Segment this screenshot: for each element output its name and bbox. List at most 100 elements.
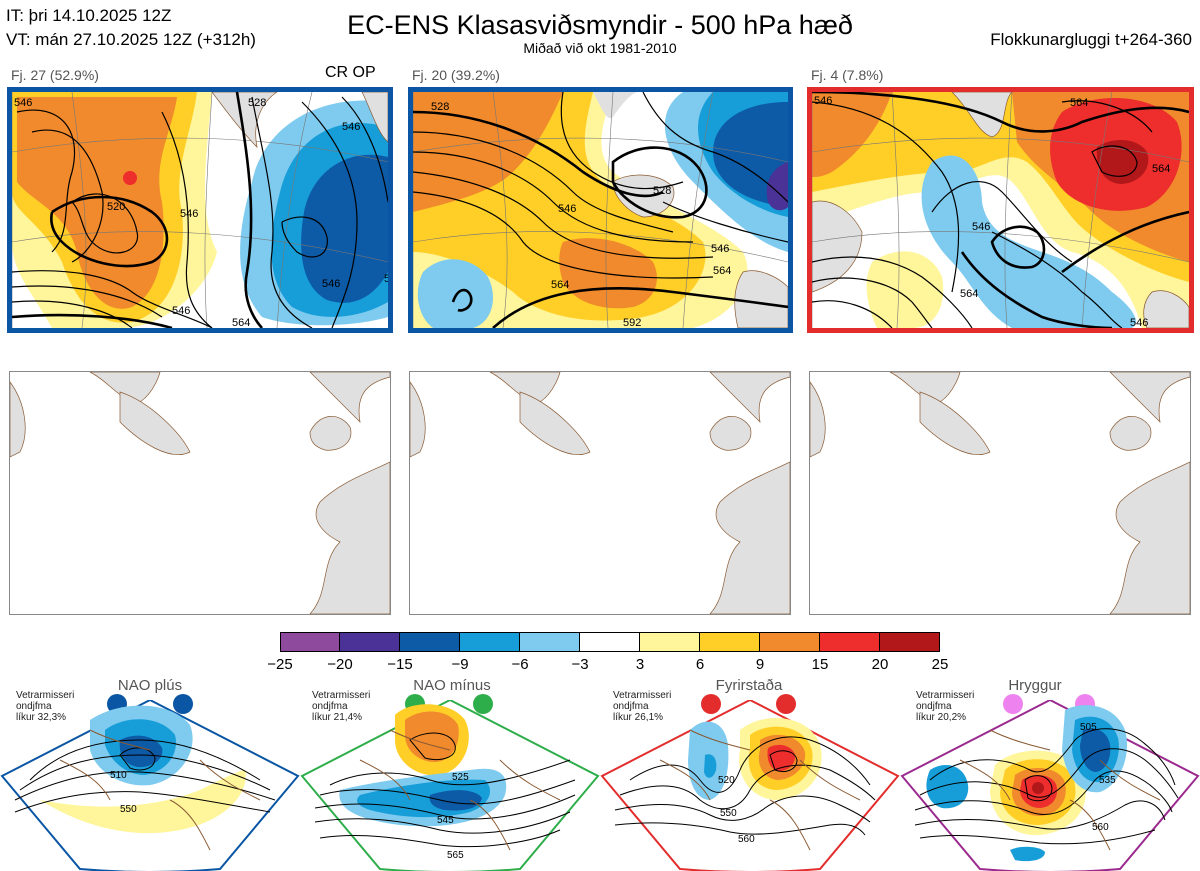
contour-label: 505 [1080,722,1097,733]
classification-window: Flokkunargluggi t+264-360 [990,30,1192,49]
cluster-2-anomaly-field: 528 546 528 546 564 564 592 [413,92,788,328]
colorbar-tick-label: 15 [811,656,829,673]
regime-note-line: líkur 20,2% [916,712,967,723]
valid-time: VT: mán 27.10.2025 12Z (+312h) [6,30,256,49]
contour-label: 564 [1152,163,1170,175]
colorbar-swatch [400,632,460,652]
regime-note-line: Vetrarmisseri [916,690,975,701]
regime-3-note: Vetrarmisseri ondjfma líkur 26,1% [613,690,671,723]
circle-icon [701,694,721,714]
contour-label: 564 [384,273,388,285]
colorbar-swatch [700,632,760,652]
circle-icon [776,694,796,714]
colorbar-swatch [820,632,880,652]
regime-4-note: Vetrarmisseri ondjfma líkur 20,2% [916,690,974,723]
regime-1-note: Vetrarmisseri ondjfma líkur 32,3% [16,690,74,723]
landmass-shape [810,372,1190,614]
regime-2-map: 525 545 565 [300,700,600,871]
cluster-2-map: 528 546 528 546 564 564 592 [408,87,793,333]
regime-note-line: Vetrarmisseri [613,690,672,701]
contour-label: 546 [1130,317,1148,328]
contour-label: 520 [718,775,735,786]
contour-label: 510 [110,770,127,781]
regime-note-line: ondjfma [312,701,348,712]
contour-label: 535 [1099,775,1116,786]
contour-label: 546 [322,278,340,290]
page-subtitle: Miðað við okt 1981-2010 [523,40,677,56]
contour-label: 564 [551,279,569,291]
contour-label: 565 [447,850,464,861]
cluster-2-label: Fj. 20 (39.2%) [412,67,500,83]
anomaly-colorbar: −25 −20 −15 −9 −6 −3 3 6 9 15 20 25 [267,632,949,673]
init-time: IT: þri 14.10.2025 12Z [6,6,172,25]
contour-label: 564 [1070,97,1088,109]
regime-1-title: NAO plús [117,677,183,694]
colorbar-swatch [760,632,820,652]
contour-label: 546 [972,221,990,233]
cluster-1-anomaly-field: 546 520 546 528 546 564 546 564 546 [12,92,388,328]
contour-label: 525 [452,772,469,783]
contour-label: 564 [960,288,978,300]
regime-4-title: Hryggur [1008,677,1062,694]
colorbar-tick-label: −6 [511,656,529,673]
contour-label: 546 [180,208,198,220]
circle-icon [1003,694,1023,714]
contour-label: 546 [172,305,190,317]
contour-label: 560 [1092,822,1109,833]
colorbar-swatch [520,632,580,652]
colorbar-swatch [640,632,700,652]
colorbar-tick-label: −20 [327,656,353,673]
circle-icon [473,694,493,714]
colorbar-tick-label: 20 [871,656,889,673]
contour-label: 564 [713,265,731,277]
contour-label: 564 [232,317,250,328]
blank-map-2 [409,371,791,615]
regime-1-map: 510 550 [0,700,300,871]
contour-label: 528 [431,101,449,113]
regime-3-title: Fyrirstaða [715,677,783,694]
regime-note-line: Vetrarmisseri [16,690,75,701]
regime-note-line: ondjfma [916,701,952,712]
cluster-1-label: Fj. 27 (52.9%) [11,67,99,83]
contour-label: 528 [653,185,671,197]
regime-note-line: ondjfma [16,701,52,712]
contour-label: 528 [248,97,266,109]
colorbar-tick-label: 3 [635,656,645,673]
regime-2-title: NAO mínus [413,677,491,694]
colorbar-tick-label: 9 [755,656,765,673]
colorbar-tick-label: −9 [451,656,469,673]
landmass-shape [410,372,790,614]
cluster-1-map: 546 520 546 528 546 564 546 564 546 [7,87,393,333]
colorbar-swatch [880,632,940,652]
colorbar-swatch [280,632,340,652]
blank-map-1 [9,371,391,615]
contour-label: 550 [720,808,737,819]
contour-label: 592 [623,317,641,328]
contour-label: 546 [342,121,360,133]
contour-label: 545 [437,815,454,826]
cluster-1-extra-label: CR OP [325,64,376,81]
landmass-shape [10,372,390,614]
regime-2-note: Vetrarmisseri ondjfma líkur 21,4% [312,690,370,723]
colorbar-tick-label: −15 [387,656,413,673]
colorbar-swatch [340,632,400,652]
colorbar-tick-label: −25 [267,656,293,673]
contour-label: 546 [558,203,576,215]
regime-note-line: líkur 26,1% [613,712,664,723]
cluster-3-label: Fj. 4 (7.8%) [811,67,884,83]
regime-note-line: líkur 21,4% [312,712,363,723]
colorbar-tick-label: 25 [931,656,949,673]
contour-label: 520 [107,201,125,213]
colorbar-swatch [460,632,520,652]
blank-map-3 [809,371,1191,615]
contour-label: 550 [120,804,137,815]
contour-label: 560 [738,834,755,845]
regime-3-map: 520 550 560 [600,700,900,871]
cluster-3-map: 546 564 546 564 564 546 [807,87,1194,333]
regime-note-line: líkur 32,3% [16,712,67,723]
contour-label: 546 [814,95,832,107]
contour-label: 546 [711,243,729,255]
cluster-3-anomaly-field: 546 564 546 564 564 546 [812,92,1189,328]
colorbar-tick-label: −3 [571,656,589,673]
colorbar-tick-label: 6 [695,656,705,673]
